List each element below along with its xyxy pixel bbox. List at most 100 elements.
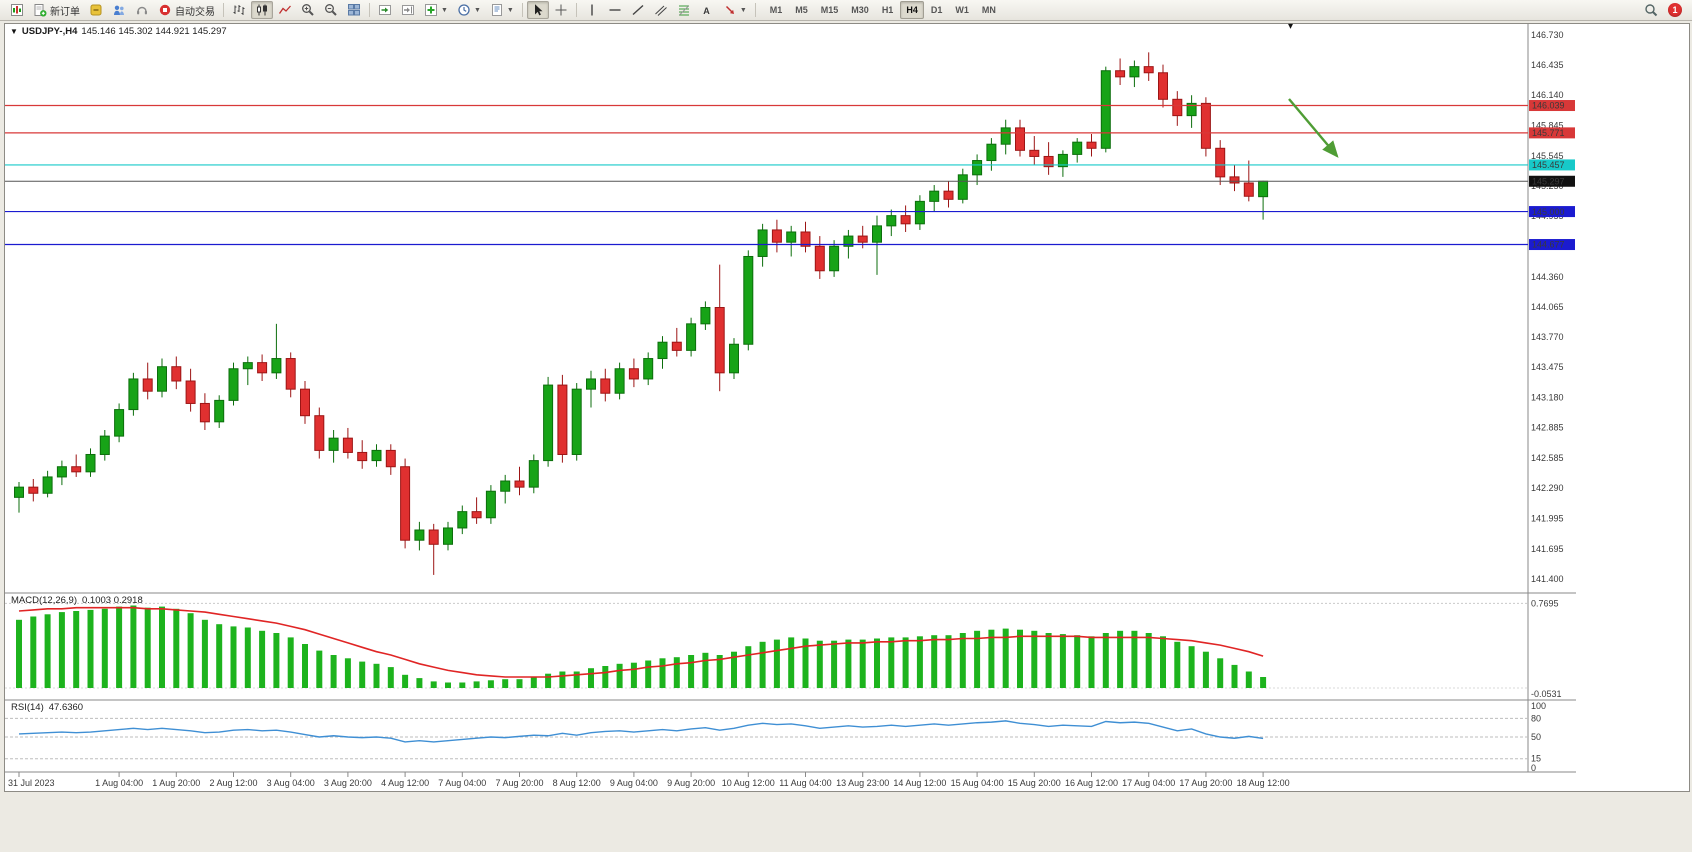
svg-text:9 Aug 20:00: 9 Aug 20:00 xyxy=(667,778,715,788)
timeframe-m15-button[interactable]: M15 xyxy=(820,5,839,15)
auto-scroll-icon xyxy=(378,3,392,17)
headset-icon xyxy=(135,3,149,17)
macd-values: 0.1003 0.2918 xyxy=(82,595,143,606)
svg-text:1 Aug 20:00: 1 Aug 20:00 xyxy=(152,778,200,788)
svg-text:15: 15 xyxy=(1531,754,1541,764)
new-order-label: 新订单 xyxy=(50,6,80,18)
search-icon xyxy=(1644,3,1658,17)
timeframe-h4-button[interactable]: H4 xyxy=(900,1,924,19)
timeframe-m5-button[interactable]: M5 xyxy=(795,5,808,15)
timeframe-toolbar: M1 M5 M15 M30 H1 H4 D1 W1 MN xyxy=(764,1,1002,19)
svg-text:4 Aug 12:00: 4 Aug 12:00 xyxy=(381,778,429,788)
new-order-button[interactable]: 新订单 xyxy=(29,1,84,19)
rsi-line xyxy=(18,720,1264,743)
trend-arrow-annotation[interactable] xyxy=(1288,98,1339,158)
timeframe-mn-button[interactable]: MN xyxy=(981,5,996,15)
zoom-in-icon xyxy=(301,3,315,17)
vertical-line-tool-button[interactable] xyxy=(581,1,603,19)
rsi-name: RSI(14) xyxy=(11,702,44,713)
auto-trading-icon xyxy=(158,3,172,17)
horizontal-line-icon xyxy=(608,3,622,17)
crosshair-tool-button[interactable] xyxy=(550,1,572,19)
macd-signal-line xyxy=(18,606,1264,678)
svg-text:9 Aug 04:00: 9 Aug 04:00 xyxy=(610,778,658,788)
rsi-indicator-label: RSI(14) 47.6360 xyxy=(11,702,83,713)
trendline-tool-button[interactable] xyxy=(627,1,649,19)
svg-text:143.180: 143.180 xyxy=(1531,392,1564,402)
notification-badge[interactable]: 1 xyxy=(1668,3,1682,17)
chart-shift-button[interactable] xyxy=(397,1,419,19)
community-icon xyxy=(112,3,126,17)
search-button[interactable] xyxy=(1640,1,1662,19)
svg-text:8 Aug 12:00: 8 Aug 12:00 xyxy=(553,778,601,788)
line-chart-icon xyxy=(278,3,292,17)
price-axis-labels: 146.730 146.435 146.140 145.845 145.545 145.2… xyxy=(1531,30,1564,584)
svg-text:17 Aug 20:00: 17 Aug 20:00 xyxy=(1179,778,1232,788)
price-tag-145.771: 145.771 xyxy=(1529,127,1575,139)
svg-text:143.770: 143.770 xyxy=(1531,332,1564,342)
horizontal-line-tool-button[interactable] xyxy=(604,1,626,19)
svg-text:100: 100 xyxy=(1531,701,1546,711)
svg-text:10 Aug 12:00: 10 Aug 12:00 xyxy=(722,778,775,788)
fibonacci-tool-button[interactable] xyxy=(673,1,695,19)
arrows-tool-button[interactable]: ▼ xyxy=(719,1,751,19)
periods-button[interactable]: ▼ xyxy=(453,1,485,19)
timeframe-w1-button[interactable]: W1 xyxy=(955,5,969,15)
auto-scroll-button[interactable] xyxy=(374,1,396,19)
chart-canvas[interactable]: 146.730 146.435 146.140 145.845 145.545 145.2… xyxy=(5,24,1687,789)
candlestick-chart-mode-button[interactable] xyxy=(251,1,273,19)
text-tool-button[interactable]: A xyxy=(696,1,718,19)
trendline-icon xyxy=(631,3,645,17)
svg-text:144.677: 144.677 xyxy=(1532,240,1565,250)
timeframe-m30-button[interactable]: M30 xyxy=(851,5,869,15)
svg-text:142.885: 142.885 xyxy=(1531,422,1564,432)
svg-text:7 Aug 20:00: 7 Aug 20:00 xyxy=(495,778,543,788)
rsi-axis-labels: 100 80 50 150 xyxy=(1531,701,1546,773)
tile-windows-button[interactable] xyxy=(343,1,365,19)
new-chart-icon xyxy=(10,3,24,17)
metaeditor-button[interactable] xyxy=(85,1,107,19)
svg-text:145.845: 145.845 xyxy=(1531,120,1564,130)
fibonacci-icon xyxy=(677,3,691,17)
timeframe-h1-button[interactable]: H1 xyxy=(881,5,894,15)
cursor-tool-button[interactable] xyxy=(526,1,549,19)
svg-text:A: A xyxy=(703,6,710,16)
svg-text:11 Aug 04:00: 11 Aug 04:00 xyxy=(779,778,831,788)
cursor-icon xyxy=(531,3,545,17)
support-button[interactable] xyxy=(131,1,153,19)
svg-text:50: 50 xyxy=(1531,732,1541,742)
svg-text:144.360: 144.360 xyxy=(1531,272,1564,282)
auto-trading-button[interactable]: 自动交易 xyxy=(154,1,219,19)
svg-text:145.545: 145.545 xyxy=(1531,151,1564,161)
auto-trading-label: 自动交易 xyxy=(175,6,215,18)
line-chart-mode-button[interactable] xyxy=(274,1,296,19)
chart-window[interactable]: 146.730 146.435 146.140 145.845 145.545 145.2… xyxy=(4,21,1690,792)
bar-chart-mode-button[interactable] xyxy=(228,1,250,19)
metaeditor-icon xyxy=(89,3,103,17)
community-button[interactable] xyxy=(108,1,130,19)
timeframe-d1-button[interactable]: D1 xyxy=(930,5,943,15)
svg-text:143.475: 143.475 xyxy=(1531,362,1564,372)
channel-tool-button[interactable] xyxy=(650,1,672,19)
indicators-add-icon xyxy=(424,3,438,17)
new-chart-button[interactable] xyxy=(6,1,28,19)
templates-button[interactable]: ▼ xyxy=(486,1,518,19)
toolbar-separator xyxy=(521,3,523,17)
candlesticks xyxy=(14,52,1269,575)
symbol-dropdown-icon[interactable]: ▼ xyxy=(10,27,18,36)
svg-text:142.585: 142.585 xyxy=(1531,453,1564,463)
dropdown-caret-icon: ▼ xyxy=(506,6,514,14)
toolbar-separator xyxy=(754,3,756,17)
chart-shift-icon xyxy=(401,3,415,17)
indicators-button[interactable]: ▼ xyxy=(420,1,452,19)
svg-text:145.000: 145.000 xyxy=(1532,207,1565,217)
zoom-out-button[interactable] xyxy=(320,1,342,19)
toolbar-separator xyxy=(369,3,370,17)
svg-text:18 Aug 12:00: 18 Aug 12:00 xyxy=(1237,778,1290,788)
zoom-in-button[interactable] xyxy=(297,1,319,19)
dropdown-caret-icon: ▼ xyxy=(739,6,747,14)
timeframe-m1-button[interactable]: M1 xyxy=(769,5,783,15)
dropdown-caret-icon: ▼ xyxy=(473,6,481,14)
svg-text:146.730: 146.730 xyxy=(1531,30,1564,40)
price-tag-144.677: 144.677 xyxy=(1529,239,1575,251)
